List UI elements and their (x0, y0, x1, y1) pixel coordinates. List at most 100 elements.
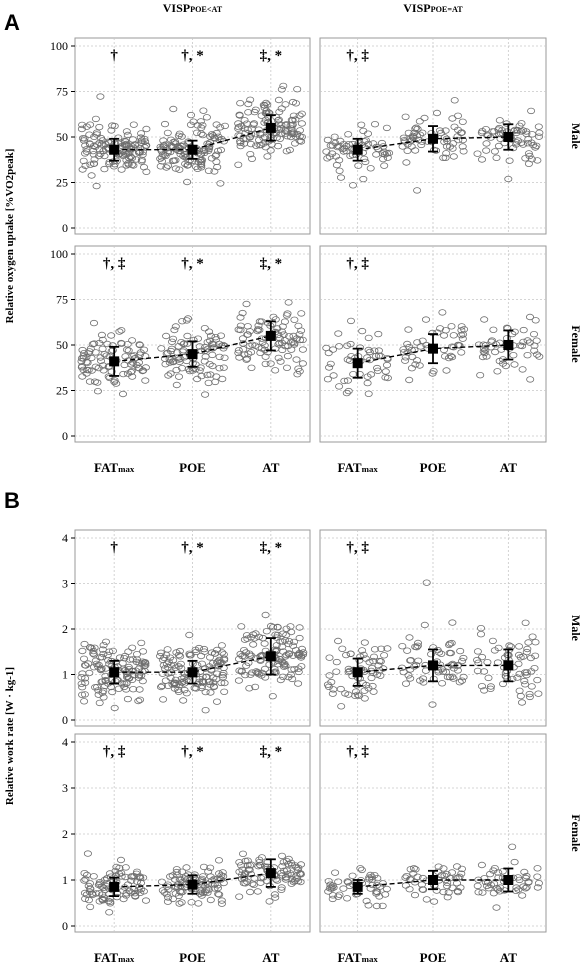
data-point (531, 652, 540, 659)
data-point (126, 153, 135, 161)
data-point (88, 341, 97, 348)
data-point (486, 881, 495, 889)
data-point (99, 687, 108, 695)
data-point (284, 299, 293, 306)
data-point (457, 865, 466, 873)
data-point (526, 376, 535, 383)
data-point (157, 154, 166, 161)
data-point (202, 114, 211, 121)
data-point (413, 642, 422, 649)
data-point (201, 707, 210, 714)
data-point (96, 93, 105, 100)
column-header-1-part: VISP (163, 1, 190, 15)
data-point (265, 661, 274, 668)
data-point (80, 698, 89, 705)
data-point (287, 628, 296, 636)
data-point (288, 675, 297, 683)
data-point (79, 353, 88, 360)
data-point (186, 111, 195, 119)
data-point (212, 151, 221, 158)
data-point (197, 162, 206, 169)
data-point (449, 153, 458, 160)
data-point (282, 651, 291, 659)
data-point (206, 873, 215, 880)
facet-B-2: †, ‡ (319, 529, 547, 727)
row-label-female: Female (569, 814, 583, 852)
category-label-fat-part: FAT (94, 460, 118, 475)
data-point (398, 643, 407, 650)
data-point (251, 683, 260, 691)
data-point (120, 683, 129, 691)
data-point (521, 619, 530, 626)
data-point (81, 162, 90, 169)
data-point (445, 640, 454, 647)
data-point (534, 880, 543, 887)
data-point (498, 868, 507, 875)
data-point (200, 648, 209, 655)
category-label-at: AT (262, 950, 279, 965)
data-point (354, 162, 363, 169)
data-point (136, 349, 145, 356)
data-point (98, 895, 107, 903)
data-point (298, 346, 307, 353)
y-tick-label: 0 (62, 713, 68, 727)
data-point (376, 658, 385, 665)
data-point (250, 108, 259, 116)
data-point (370, 646, 379, 653)
data-point (355, 692, 364, 699)
data-point (373, 367, 382, 374)
data-point (494, 142, 503, 150)
data-point (513, 127, 522, 134)
data-point (448, 660, 457, 668)
data-point (173, 349, 182, 356)
data-point (219, 651, 228, 658)
data-point (412, 124, 421, 131)
data-point (332, 668, 341, 675)
data-point (77, 674, 86, 681)
data-point (81, 675, 90, 682)
data-point (261, 674, 270, 681)
data-point (421, 316, 430, 323)
data-point (331, 139, 340, 147)
data-point (192, 685, 201, 692)
data-point (254, 322, 263, 329)
data-point (435, 127, 444, 134)
data-point (373, 145, 382, 152)
data-point (159, 137, 168, 144)
data-point (287, 880, 296, 887)
data-point (282, 873, 291, 881)
data-point (236, 142, 245, 150)
data-point (203, 339, 212, 346)
data-point (454, 136, 463, 144)
row-label-female: Female (569, 325, 583, 363)
category-label-poe: POE (420, 950, 447, 965)
row-label-male: Male (569, 615, 583, 642)
data-point (81, 895, 90, 902)
data-point (194, 900, 203, 907)
data-point (242, 300, 251, 308)
data-point (503, 675, 512, 682)
data-point (432, 109, 441, 117)
data-point (290, 638, 299, 646)
data-point (486, 685, 495, 692)
data-point (186, 652, 195, 659)
data-point (374, 352, 383, 359)
data-point (474, 889, 483, 896)
category-label-poe: POE (179, 950, 206, 965)
data-point (344, 387, 353, 395)
data-point (333, 143, 342, 151)
data-point (193, 375, 202, 383)
data-point (530, 347, 539, 354)
data-point (322, 148, 331, 155)
data-point (340, 377, 349, 385)
data-point (166, 136, 175, 143)
data-point (286, 623, 295, 630)
data-point (448, 115, 457, 122)
data-point (171, 883, 180, 890)
significance-mark: † (110, 48, 118, 64)
data-point (513, 674, 522, 681)
data-point (86, 885, 95, 892)
data-point (380, 162, 389, 169)
data-point (206, 896, 215, 904)
data-point (415, 118, 424, 125)
